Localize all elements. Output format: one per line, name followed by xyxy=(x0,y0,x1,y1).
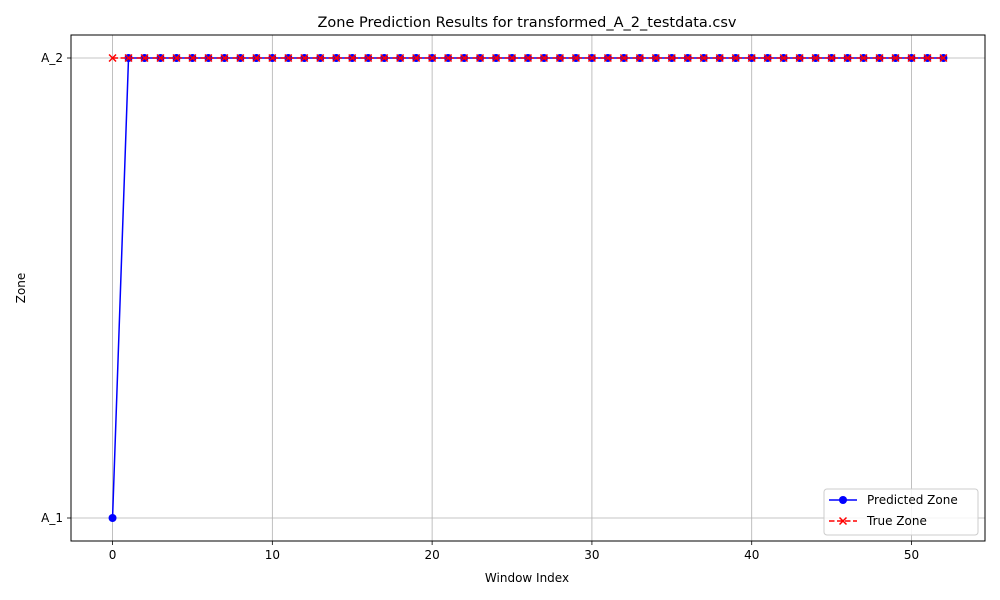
true-zone-point xyxy=(332,53,341,63)
true-zone-point xyxy=(619,53,628,63)
true-zone-point xyxy=(300,53,309,63)
true-zone-point xyxy=(555,53,564,63)
x-tick-label: 0 xyxy=(109,548,117,562)
true-zone-point xyxy=(603,53,612,63)
true-zone-point xyxy=(284,53,293,63)
true-zone-point xyxy=(715,53,724,63)
true-zone-point xyxy=(859,53,868,63)
true-zone-point xyxy=(316,53,325,63)
legend-marker-predicted xyxy=(839,496,847,504)
chart-title: Zone Prediction Results for transformed_… xyxy=(317,15,736,31)
true-zone-point xyxy=(923,53,932,63)
series-layer xyxy=(108,53,948,522)
true-zone-point xyxy=(523,53,533,63)
true-zone-point xyxy=(731,53,740,63)
true-zone-point xyxy=(108,53,117,63)
true-zone-point xyxy=(412,53,421,63)
legend-label-predicted: Predicted Zone xyxy=(867,493,958,507)
true-zone-point xyxy=(348,53,357,63)
true-zone-point xyxy=(204,53,213,63)
y-tick-label: A_2 xyxy=(41,51,63,65)
y-axis-label: Zone xyxy=(14,273,28,304)
true-zone-point xyxy=(444,53,453,63)
true-zone-point xyxy=(268,53,277,63)
true-zone-point xyxy=(364,53,373,63)
true-zone-point xyxy=(380,53,389,63)
true-zone-point xyxy=(587,53,596,63)
true-zone-point xyxy=(188,53,197,63)
true-zone-point xyxy=(124,53,133,63)
true-zone-point xyxy=(236,53,245,63)
true-zone-point xyxy=(795,53,804,63)
legend-marker-true xyxy=(838,516,848,526)
true-zone-point xyxy=(843,53,852,63)
true-zone-point xyxy=(683,53,692,63)
true-zone-point xyxy=(667,53,676,63)
true-zone-point xyxy=(476,53,485,63)
true-zone-point xyxy=(396,53,405,63)
true-zone-point xyxy=(635,53,644,63)
true-zone-point xyxy=(140,53,149,63)
true-zone-point xyxy=(747,53,756,63)
true-zone-point xyxy=(763,53,772,63)
true-zone-point xyxy=(172,53,181,63)
true-zone-point xyxy=(811,53,820,63)
true-zone-point xyxy=(539,53,549,63)
true-zone-point xyxy=(492,53,501,63)
true-zone-point xyxy=(875,53,884,63)
x-tick-label: 20 xyxy=(424,548,439,562)
true-zone-point xyxy=(907,53,916,63)
x-tick-label: 10 xyxy=(265,548,280,562)
true-zone-point xyxy=(460,53,469,63)
ticks: 0 10 20 30 40 50 A_1 A_2 xyxy=(41,51,919,562)
legend-label-true: True Zone xyxy=(866,514,927,528)
y-tick-label: A_1 xyxy=(41,511,63,525)
legend-box xyxy=(823,488,979,536)
true-zone-point xyxy=(156,53,165,63)
true-zone-point xyxy=(571,53,580,63)
x-tick-label: 30 xyxy=(584,548,599,562)
true-zone-point xyxy=(507,53,517,63)
true-zone-point xyxy=(651,53,660,63)
true-zone-point xyxy=(939,53,948,63)
true-zone-point xyxy=(827,53,836,63)
true-zone-point xyxy=(428,53,437,63)
true-zone-point xyxy=(220,53,229,63)
plot-frame xyxy=(70,34,986,542)
x-tick-label: 40 xyxy=(744,548,759,562)
legend: Predicted Zone True Zone xyxy=(823,488,979,536)
predicted-zone-point xyxy=(108,514,117,522)
true-zone-point xyxy=(779,53,788,63)
x-axis-label: Window Index xyxy=(485,571,569,585)
x-tick-label: 50 xyxy=(904,548,919,562)
true-zone-point xyxy=(891,53,900,63)
true-zone-point xyxy=(699,53,708,63)
true-zone-point xyxy=(252,53,261,63)
